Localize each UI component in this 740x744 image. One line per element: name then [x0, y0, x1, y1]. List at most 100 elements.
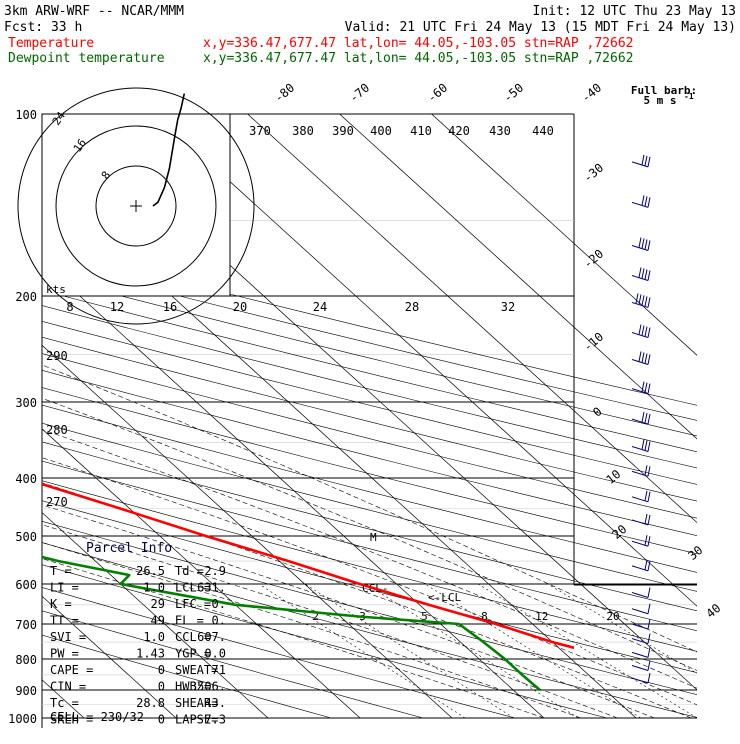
parcel-info-cell: CELL = 230/32 — [50, 710, 144, 724]
dry-adiabat — [42, 441, 697, 612]
moist-adiabat — [42, 364, 697, 653]
isotherm-label--80: -80 — [272, 81, 298, 106]
wind-barb — [631, 647, 651, 658]
pressure-label-500: 500 — [15, 530, 37, 544]
theta-label-440: 440 — [532, 124, 554, 138]
dry-adiabat — [42, 422, 697, 592]
hodograph-ring-24 — [17, 87, 255, 325]
legend-dewpoint-location: x,y=336.47,677.47 lat,lon= 44.05,-103.05… — [203, 51, 633, 66]
wind-barb — [631, 535, 651, 547]
pressure-label-400: 400 — [15, 472, 37, 486]
dry-adiabat — [42, 587, 550, 719]
parcel-value: 0.0 — [204, 647, 226, 661]
isotherm-label--40: -40 — [579, 81, 605, 106]
parcel-label: EL = — [175, 614, 204, 628]
wind-barb — [631, 513, 651, 526]
parcel-label: CCL = — [175, 630, 211, 644]
hodograph-trace — [152, 93, 186, 207]
hodograph-ring-16 — [55, 125, 217, 287]
pressure-label-300: 300 — [15, 396, 37, 410]
wind-barb — [631, 633, 651, 645]
isotherm-label-0: 0 — [590, 404, 605, 419]
pressure-label-1000: 1000 — [8, 712, 37, 726]
wind-barbs — [631, 154, 651, 684]
parcel-info-panel: Parcel Info T = 26.5 Td = 2.9 LI = 1.0 LCL =63… — [50, 541, 226, 727]
isotherm — [42, 512, 269, 719]
wind-barb — [631, 237, 651, 251]
trace-clip — [42, 482, 574, 691]
pressure-label-100: 100 — [15, 108, 37, 122]
parcel-label: CAPE = — [50, 663, 93, 677]
mixing-ratio-line-3 — [304, 583, 514, 719]
dewpoint-trace — [42, 555, 541, 691]
hodo-speed-label-32: 32 — [501, 300, 515, 314]
parcel-label: SHEAR= — [175, 696, 218, 710]
wind-barb — [631, 618, 651, 630]
dry-adiabat — [42, 260, 697, 421]
marker-lcl: <-LCL — [428, 591, 461, 604]
hodo-speed-label-8: 8 — [66, 300, 73, 314]
moist-adiabat — [42, 397, 697, 671]
isotherm — [431, 114, 697, 356]
isotherm — [42, 428, 361, 719]
moist-adiabat — [42, 524, 618, 719]
parcel-label: SWEAT= — [175, 663, 218, 677]
isotherm-label--30: -30 — [581, 161, 607, 186]
parcel-label: LCL = — [175, 581, 211, 595]
pressure-label-800: 800 — [15, 653, 37, 667]
dry-adiabat — [42, 305, 697, 469]
chart-title: 3km ARW-WRF -- NCAR/MMM — [4, 4, 184, 19]
dry-adiabat — [42, 520, 697, 696]
parcel-value: 607. — [197, 630, 226, 644]
mixing-ratio-line-8 — [424, 583, 641, 719]
parcel-value: 49 — [151, 614, 165, 628]
wind-barb — [631, 559, 651, 572]
theta-label-380: 380 — [292, 124, 314, 138]
parcel-value: 1.43 — [136, 647, 165, 661]
hodograph-units: kts — [46, 283, 66, 296]
isotherm — [42, 344, 453, 719]
parcel-value: 0 — [158, 713, 165, 727]
forecast-hour: Fcst: 33 h — [4, 20, 82, 35]
isotherm-label-40: 40 — [703, 601, 723, 621]
isotherm — [42, 261, 545, 719]
hodograph-ring-8 — [95, 165, 177, 247]
wind-barb — [631, 490, 651, 503]
isotherm-label-30: 30 — [685, 543, 705, 563]
pressure-label-700: 700 — [15, 618, 37, 632]
isotherm-label-20: 20 — [609, 522, 629, 542]
isotherm-label--50: -50 — [501, 81, 527, 106]
parcel-value: 2.9 — [204, 564, 226, 578]
wind-barb — [631, 465, 651, 477]
dry-adiabat — [42, 320, 697, 485]
parcel-value: 26.5 — [136, 564, 165, 578]
wind-key-title: Full barb: — [631, 84, 697, 97]
wind-barb — [631, 293, 651, 308]
wind-barb — [631, 154, 651, 168]
parcel-value: 3506. — [190, 680, 226, 694]
legend-dewpoint: Dewpoint temperature — [8, 51, 165, 66]
parcel-label: LI = — [50, 581, 79, 595]
hodo-speed-label-24: 24 — [313, 300, 327, 314]
mixing-ratio-label-8: 8 — [481, 610, 488, 623]
dry-adiabat — [42, 480, 697, 652]
parcel-value: 0 — [158, 663, 165, 677]
dry-adiabat — [42, 245, 697, 406]
isotherm — [155, 114, 697, 607]
wind-barb — [631, 587, 651, 598]
parcel-value: 0 — [158, 680, 165, 694]
wind-barb — [631, 351, 651, 365]
isotherm-label--70: -70 — [347, 81, 373, 106]
parcel-label: HWBZ= — [175, 680, 211, 694]
parcel-label: PW = — [50, 647, 79, 661]
isotherm — [339, 114, 697, 440]
hodograph-ring-label-16: 16 — [71, 136, 89, 154]
wind-barb — [631, 672, 651, 684]
legend-temperature: Temperature — [8, 36, 94, 51]
wind-barb — [631, 439, 651, 452]
mixing-ratio-line-20 — [547, 583, 697, 674]
dry-adiabat — [42, 542, 697, 718]
